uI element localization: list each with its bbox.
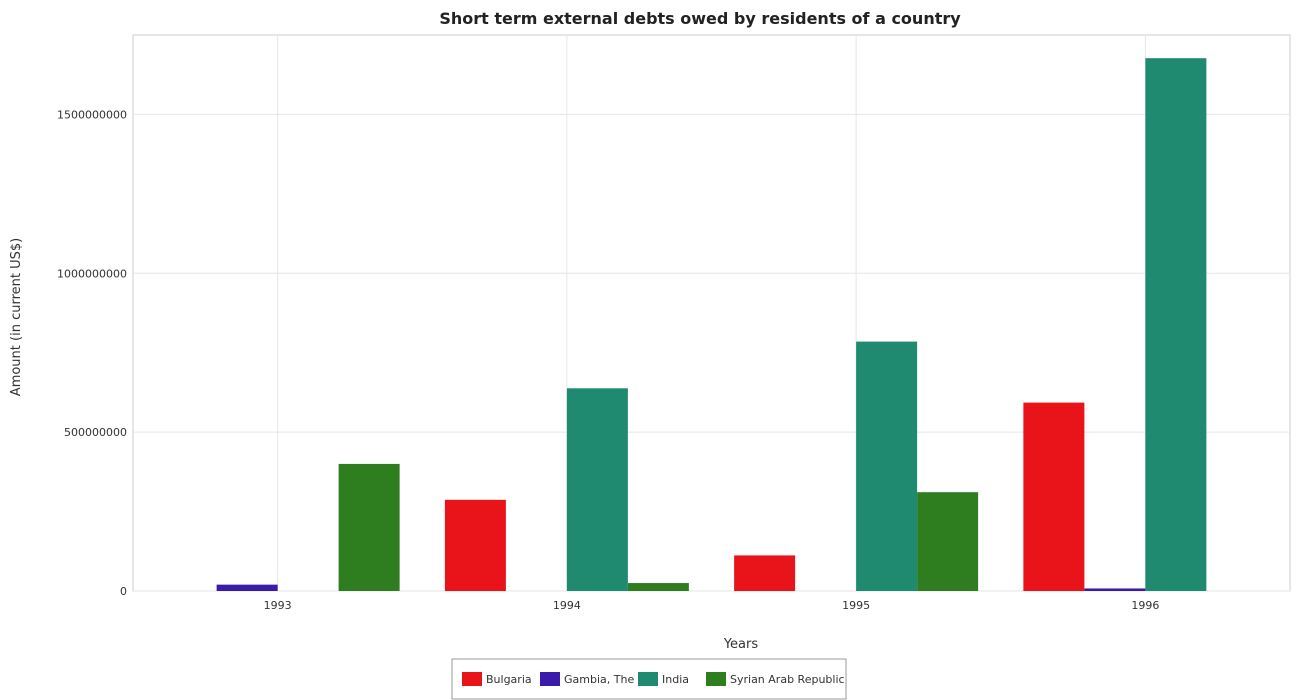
y-tick-label: 0: [120, 585, 127, 598]
legend-swatch: [540, 672, 560, 686]
bars: [216, 58, 1207, 592]
bar-india: [566, 388, 628, 591]
bar-bulgaria: [734, 555, 796, 591]
x-tick-label: 1993: [264, 599, 292, 612]
legend-label: Gambia, The: [564, 673, 634, 686]
x-tick-label: 1995: [842, 599, 870, 612]
legend-swatch: [638, 672, 658, 686]
bar-syrian-arab-republic: [338, 463, 400, 591]
y-tick-label: 1000000000: [57, 267, 127, 280]
bar-syrian-arab-republic: [917, 492, 979, 591]
y-tick-label: 500000000: [64, 426, 127, 439]
legend-label: Bulgaria: [486, 673, 532, 686]
chart-title: Short term external debts owed by reside…: [439, 9, 961, 28]
bar-bulgaria: [1023, 402, 1085, 591]
bar-bulgaria: [444, 499, 506, 591]
x-axis-label: Years: [723, 637, 759, 652]
grid: [132, 34, 1291, 592]
x-tick-label: 1996: [1131, 599, 1159, 612]
y-axis-label: Amount (in current US$): [9, 238, 24, 396]
axes: 1993 1994 1995 1996 0 500000000 1000000000 1500…: [57, 108, 1159, 612]
bar-syrian-arab-republic: [627, 583, 689, 591]
legend: Bulgaria Gambia, The India Syrian Arab Repu…: [451, 658, 847, 700]
legend-label: Syrian Arab Republic: [730, 673, 845, 686]
x-tick-label: 1994: [553, 599, 581, 612]
bar-india: [856, 341, 918, 591]
legend-swatch: [462, 672, 482, 686]
bar-india: [1145, 58, 1207, 592]
legend-swatch: [706, 672, 726, 686]
bar-gambia-the: [216, 584, 278, 591]
plot-area: [132, 34, 1291, 592]
legend-label: India: [662, 673, 689, 686]
y-tick-label: 1500000000: [57, 108, 127, 121]
bar-gambia-the: [1084, 588, 1146, 591]
